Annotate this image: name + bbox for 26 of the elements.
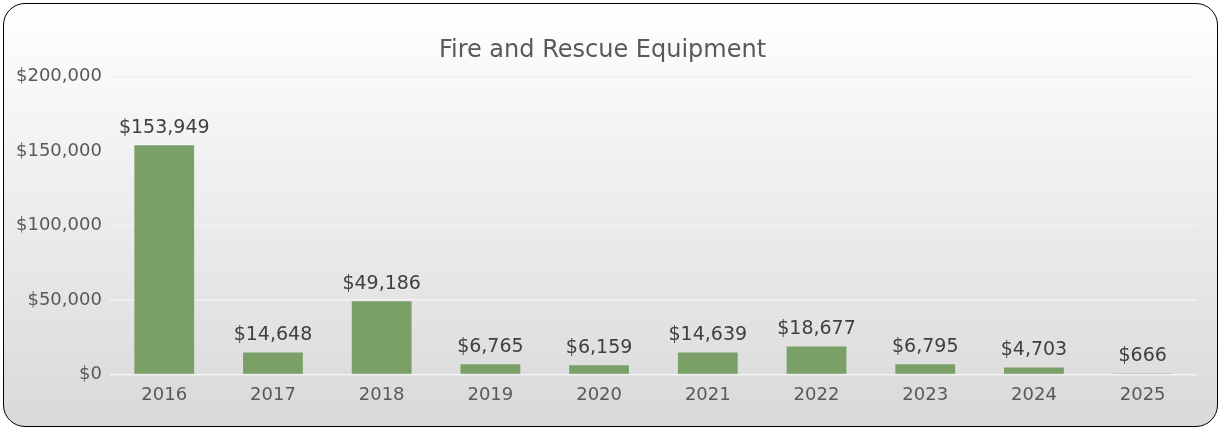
data-label: $666 — [1118, 342, 1167, 365]
x-tick-label: 2019 — [467, 382, 514, 404]
data-label: $6,795 — [891, 333, 959, 356]
x-tick-label: 2022 — [793, 382, 840, 404]
data-label: $49,186 — [342, 270, 421, 293]
data-label: $153,949 — [118, 114, 210, 137]
data-label: $6,159 — [565, 334, 633, 357]
data-label: $4,703 — [1000, 336, 1068, 359]
x-tick-label: 2020 — [576, 382, 622, 404]
x-tick-label: 2017 — [250, 382, 296, 404]
y-tick-label: $50,000 — [27, 287, 102, 309]
data-label: $6,765 — [457, 333, 524, 356]
x-tick-label: 2023 — [902, 382, 949, 404]
x-tick-label: 2024 — [1011, 382, 1057, 404]
y-tick-label: $150,000 — [16, 138, 102, 160]
x-tick-label: 2018 — [358, 382, 405, 404]
data-label: $14,648 — [233, 322, 313, 345]
data-label: $14,639 — [668, 322, 748, 345]
chart-title: Fire and Rescue Equipment — [438, 34, 767, 63]
y-tick-label: $100,000 — [16, 213, 102, 235]
x-tick-label: 2016 — [141, 382, 188, 404]
y-tick-label: $0 — [78, 362, 102, 384]
x-tick-label: 2025 — [1119, 382, 1166, 404]
x-tick-label: 2021 — [684, 382, 731, 404]
data-label: $18,677 — [777, 316, 856, 339]
y-tick-label: $200,000 — [16, 64, 102, 86]
